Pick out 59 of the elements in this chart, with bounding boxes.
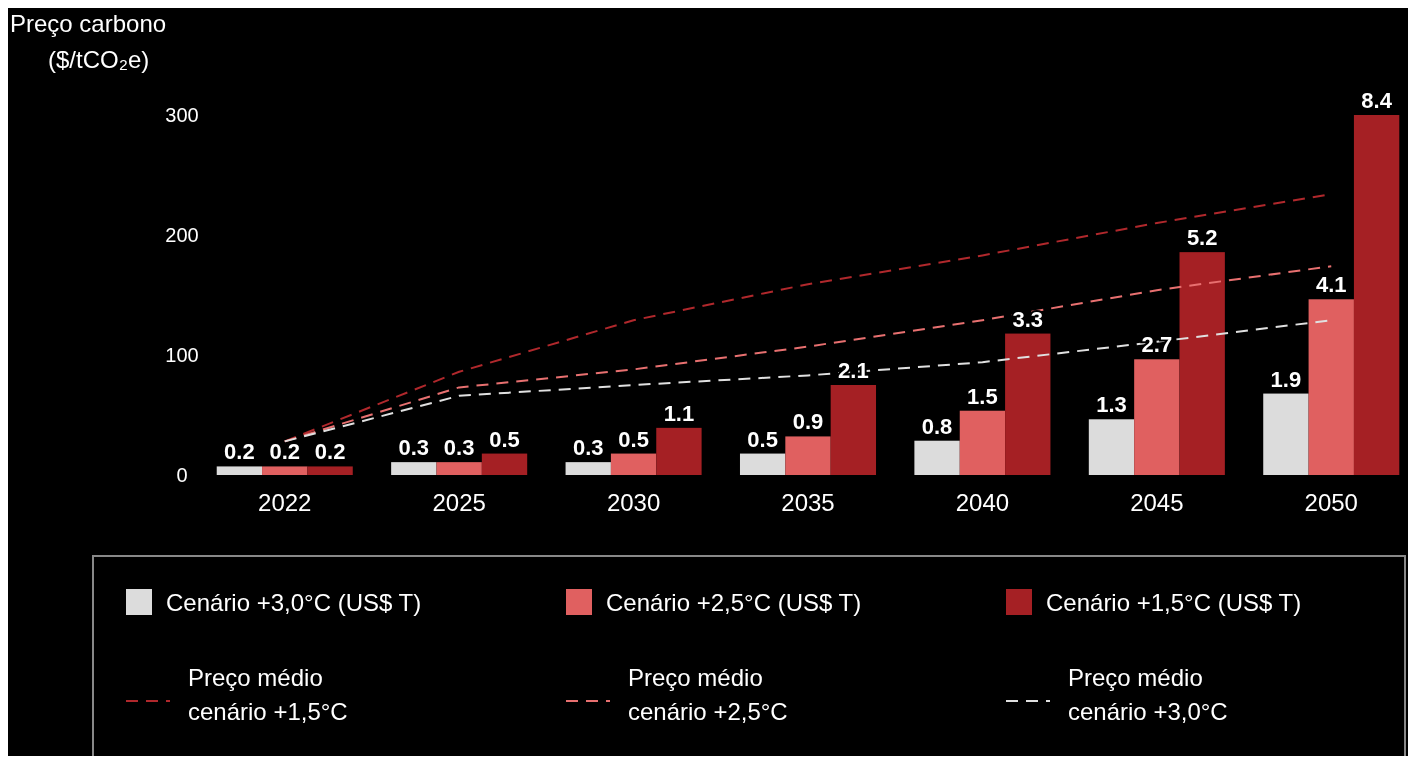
- bar: [481, 453, 528, 475]
- data-label: 1.3: [1096, 392, 1127, 418]
- bar: [830, 385, 877, 475]
- bar: [307, 466, 353, 475]
- y-tick-label: 0: [176, 464, 188, 486]
- data-label: 0.3: [398, 435, 430, 461]
- legend-label: Cenário +1,5°C (US$ T): [1046, 589, 1302, 616]
- y-tick-label: 200: [165, 224, 199, 246]
- bar: [391, 462, 437, 475]
- x-tick-label: 2022: [258, 489, 312, 516]
- bar: [565, 462, 611, 475]
- bar: [785, 436, 831, 475]
- bar: [739, 453, 786, 475]
- legend-label: Cenário +2,5°C (US$ T): [606, 589, 862, 616]
- bar: [959, 410, 1006, 475]
- data-label: 0.2: [314, 439, 346, 465]
- bar: [1353, 115, 1400, 475]
- legend-label: Preço médio cenário +1,5°C: [188, 664, 348, 725]
- bar: [1263, 393, 1309, 475]
- data-label: 0.2: [224, 439, 255, 465]
- data-label: 4.1: [1315, 272, 1347, 298]
- data-label: 0.5: [489, 426, 520, 452]
- data-label: 1.1: [663, 400, 695, 426]
- bar: [610, 453, 657, 475]
- data-label: 0.8: [921, 413, 953, 439]
- legend-label: Cenário +3,0°C (US$ T): [166, 589, 422, 616]
- x-tick-label: 2025: [432, 489, 486, 516]
- y-axis-title: Preço carbono ($/tCO₂e): [10, 10, 167, 73]
- data-label: 8.4: [1361, 88, 1393, 113]
- x-tick-label: 2035: [781, 489, 835, 516]
- data-label: 0.2: [269, 439, 301, 465]
- bar: [656, 427, 702, 475]
- bar: [1134, 359, 1180, 475]
- y-tick-label: 300: [165, 104, 199, 126]
- data-label: 0.5: [618, 426, 649, 452]
- legend-label: Preço médio cenário +2,5°C: [628, 664, 788, 725]
- bar: [262, 466, 308, 475]
- data-label: 1.5: [967, 383, 998, 409]
- bar: [436, 462, 482, 475]
- bar: [914, 440, 960, 475]
- data-label: 1.9: [1270, 366, 1302, 392]
- x-tick-label: 2050: [1304, 489, 1358, 516]
- bar: [216, 466, 263, 475]
- bar: [1088, 419, 1135, 475]
- data-label: 0.3: [443, 435, 475, 461]
- data-label: 0.3: [572, 435, 604, 461]
- data-label: 0.5: [747, 426, 778, 452]
- data-label: 2.7: [1141, 332, 1173, 358]
- x-tick-label: 2040: [955, 489, 1010, 516]
- x-tick-label: 2045: [1130, 489, 1184, 516]
- bar: [1308, 299, 1354, 475]
- y-tick-label: 100: [165, 344, 199, 366]
- bar: [1179, 252, 1225, 475]
- data-label: 0.9: [792, 409, 824, 435]
- data-label: 5.2: [1186, 225, 1218, 251]
- legend-label: Preço médio cenário +3,0°C: [1068, 664, 1228, 725]
- data-label: 3.3: [1012, 306, 1044, 332]
- bar: [1005, 333, 1051, 475]
- x-tick-label: 2030: [606, 489, 661, 516]
